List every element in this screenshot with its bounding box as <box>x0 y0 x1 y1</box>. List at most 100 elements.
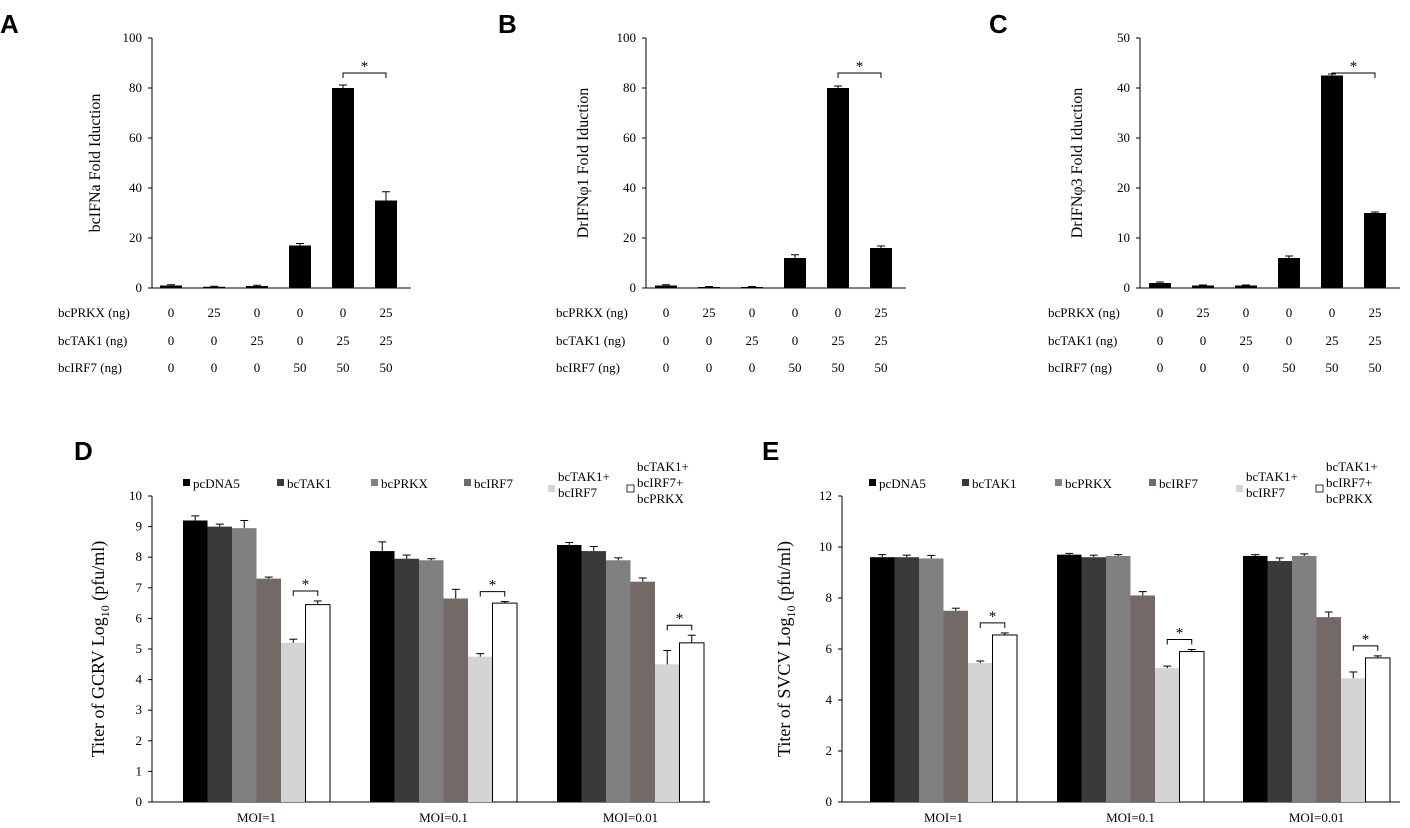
legend-label: bcTAK1+ <box>1246 469 1298 484</box>
bar <box>203 286 225 288</box>
bar <box>1057 554 1082 802</box>
row-label: bcIRF7 (ng) <box>556 360 620 375</box>
row-value: 0 <box>1243 305 1250 320</box>
row-value: 0 <box>1243 360 1250 375</box>
y-axis-label: DrIFNφ3 Fold Iduction <box>1069 88 1086 239</box>
row-value: 0 <box>749 360 756 375</box>
y-tick-label: 60 <box>129 130 142 145</box>
bar <box>870 557 895 802</box>
row-value: 0 <box>663 333 670 348</box>
bar <box>492 602 518 803</box>
x-category-label: MOI=0.01 <box>603 810 658 825</box>
legend-label: bcTAK1 <box>972 476 1016 491</box>
significance-bracket <box>1331 72 1376 78</box>
bar <box>375 200 397 288</box>
bar <box>741 287 763 288</box>
y-tick-label: 40 <box>1117 80 1130 95</box>
legend-label: bcIRF7 <box>474 476 514 491</box>
y-tick-label: 6 <box>826 641 833 656</box>
bar <box>919 558 944 802</box>
x-category-label: MOI=0.1 <box>419 810 468 825</box>
bar <box>289 245 311 288</box>
bar <box>1081 557 1106 802</box>
legend-swatch <box>1055 479 1062 486</box>
row-value: 50 <box>294 360 307 375</box>
y-tick-label: 100 <box>123 30 143 45</box>
legend-label: bcTAK1+ <box>637 459 689 474</box>
row-value: 0 <box>835 305 842 320</box>
bar <box>246 286 268 288</box>
y-tick-label: 40 <box>129 180 142 195</box>
bar <box>256 578 281 802</box>
row-value: 0 <box>1200 360 1207 375</box>
bar <box>1321 75 1343 288</box>
legend-label: bcPRKX <box>1326 491 1374 506</box>
legend-label: pcDNA5 <box>879 476 926 491</box>
significance-star: * <box>361 59 369 75</box>
row-value: 0 <box>663 360 670 375</box>
y-tick-label: 20 <box>129 230 142 245</box>
row-value: 0 <box>1286 305 1293 320</box>
row-value: 25 <box>746 333 759 348</box>
row-value: 0 <box>1286 333 1293 348</box>
row-value: 0 <box>297 305 304 320</box>
bar <box>281 642 306 802</box>
legend-swatch <box>962 479 969 486</box>
bar <box>630 581 655 802</box>
bar <box>305 604 331 803</box>
legend-swatch <box>869 479 876 486</box>
y-tick-label: 20 <box>623 230 636 245</box>
row-label: bcTAK1 (ng) <box>556 333 625 348</box>
row-value: 25 <box>1369 305 1382 320</box>
row-value: 25 <box>832 333 845 348</box>
legend-label: bcTAK1 <box>287 476 331 491</box>
row-label: bcPRKX (ng) <box>1048 305 1120 320</box>
row-value: 50 <box>1283 360 1296 375</box>
legend-swatch <box>183 479 190 486</box>
bar <box>1130 595 1155 802</box>
significance-bracket <box>837 72 882 78</box>
significance-bracket <box>666 624 693 631</box>
significance-star: * <box>856 59 864 75</box>
legend-label: bcPRKX <box>637 491 685 506</box>
significance-bracket <box>292 590 319 596</box>
row-value: 0 <box>211 333 218 348</box>
bar <box>943 610 968 802</box>
panel-label: E <box>762 436 779 466</box>
row-value: 0 <box>1157 305 1164 320</box>
row-value: 0 <box>254 305 261 320</box>
bar <box>419 560 444 802</box>
y-tick-label: 10 <box>129 488 142 503</box>
bar <box>606 560 631 802</box>
significance-bracket <box>1352 645 1379 651</box>
bar <box>894 557 919 802</box>
significance-bracket <box>979 622 1006 628</box>
row-label: bcPRKX (ng) <box>58 305 130 320</box>
x-category-label: MOI=0.01 <box>1289 810 1344 825</box>
bar <box>1278 258 1300 288</box>
bar <box>232 528 257 802</box>
y-tick-label: 50 <box>1117 30 1130 45</box>
y-tick-label: 0 <box>1124 280 1131 295</box>
y-tick-label: 2 <box>136 733 143 748</box>
y-tick-label: 12 <box>819 488 832 503</box>
y-tick-label: 80 <box>623 80 636 95</box>
y-axis-label-unit: (pfu/ml) <box>88 541 109 606</box>
row-value: 50 <box>832 360 845 375</box>
y-axis-label-main: Titer of SVCV Log <box>774 617 794 757</box>
row-value: 0 <box>706 360 713 375</box>
row-value: 0 <box>168 360 175 375</box>
row-value: 0 <box>792 333 799 348</box>
y-axis-label-unit: (pfu/ml) <box>774 541 795 606</box>
row-value: 25 <box>208 305 221 320</box>
bar <box>827 88 849 288</box>
y-axis-label: DrIFNφ1 Fold Iduction <box>575 88 592 239</box>
y-tick-label: 4 <box>826 692 833 707</box>
y-tick-label: 7 <box>136 580 143 595</box>
row-value: 50 <box>380 360 393 375</box>
row-value: 0 <box>211 360 218 375</box>
row-value: 0 <box>168 305 175 320</box>
